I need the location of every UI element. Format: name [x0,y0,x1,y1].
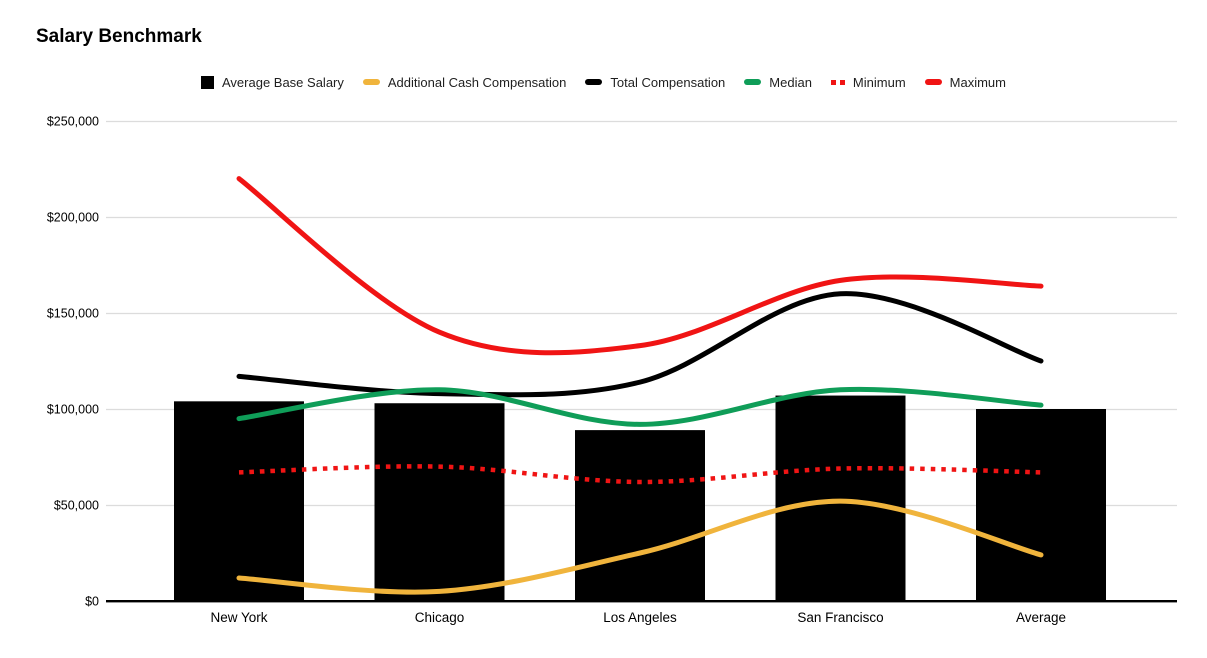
chart-title: Salary Benchmark [36,26,202,47]
x-label-san-francisco: San Francisco [797,610,883,625]
y-tick-label: $100,000 [47,403,99,417]
legend-item-maximum[interactable]: Maximum [924,74,1006,90]
legend-swatch-median [744,79,762,85]
x-axis-line [106,600,1177,603]
y-tick-label: $250,000 [47,115,99,129]
legend-swatch-average-base-salary [200,75,214,89]
legend-swatch-maximum [924,79,942,85]
legend-item-total-compensation[interactable]: Total Compensation [585,75,725,90]
x-label-average: Average [1016,610,1066,625]
y-tick-label: $200,000 [47,211,99,225]
y-tick-label: $50,000 [54,499,99,513]
legend-swatch-minimum [830,79,845,85]
legend-label: Maximum [949,74,1006,90]
bar-chicago[interactable] [374,403,505,601]
y-tick-label: $0 [85,595,99,609]
bar-san-francisco[interactable] [775,395,906,601]
legend-swatch-additional-cash-compensation [362,79,380,85]
legend-swatch-total-compensation [585,79,603,85]
line-additional-cash-compensation[interactable] [236,498,1044,595]
bar-average[interactable] [976,409,1106,601]
legend-item-average-base-salary[interactable]: Average Base Salary [200,74,344,90]
line-maximum[interactable] [236,176,1044,356]
line-minimum[interactable] [238,464,1042,485]
x-label-new-york: New York [210,610,267,625]
line-total-compensation[interactable] [236,291,1044,398]
y-tick-label: $150,000 [47,307,99,321]
legend-label: Minimum [852,74,906,90]
legend-item-minimum[interactable]: Minimum [830,74,906,90]
legend-label: Additional Cash Compensation [387,74,567,90]
legend-label: Total Compensation [610,74,726,90]
line-median[interactable] [236,386,1044,427]
legend-label: Average Base Salary [221,74,344,90]
legend-item-additional-cash-compensation[interactable]: Additional Cash Compensation [362,74,567,90]
legend: Average Base Salary Additional Cash Compe… [0,72,1207,92]
bar-new-york[interactable] [174,401,304,601]
x-label-los-angeles: Los Angeles [603,610,677,625]
x-label-chicago: Chicago [415,610,465,625]
legend-item-median[interactable]: Median [744,75,812,90]
legend-label: Median [769,74,812,90]
bar-los-angeles[interactable] [575,430,705,601]
